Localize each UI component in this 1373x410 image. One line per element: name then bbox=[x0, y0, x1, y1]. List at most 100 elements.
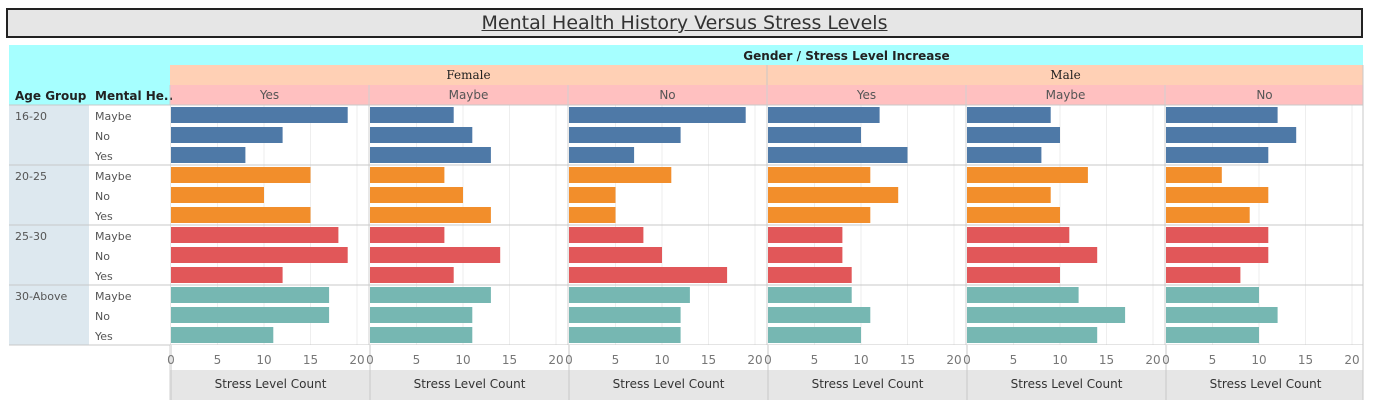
mental-history-label: Maybe bbox=[95, 170, 132, 183]
bar-male-maybe-30-above-no bbox=[967, 307, 1126, 323]
stress-label-no: No bbox=[659, 88, 675, 102]
bar-male-yes-25-30-yes bbox=[768, 267, 852, 283]
x-tick-label: 20 bbox=[548, 353, 563, 367]
bar-female-no-30-above-no bbox=[569, 307, 681, 323]
stress-label-yes: Yes bbox=[856, 88, 876, 102]
bar-female-maybe-25-30-maybe bbox=[370, 227, 445, 243]
bar-male-no-30-above-yes bbox=[1166, 327, 1259, 343]
bar-female-no-16-20-no bbox=[569, 127, 681, 143]
bar-female-yes-25-30-maybe bbox=[171, 227, 339, 243]
bar-male-maybe-20-25-yes bbox=[967, 207, 1060, 223]
bar-female-yes-30-above-yes bbox=[171, 327, 274, 343]
bar-male-maybe-30-above-maybe bbox=[967, 287, 1079, 303]
bar-male-yes-30-above-yes bbox=[768, 327, 861, 343]
bar-male-no-16-20-yes bbox=[1166, 147, 1269, 163]
bar-male-yes-30-above-maybe bbox=[768, 287, 852, 303]
x-tick-label: 0 bbox=[167, 353, 175, 367]
age-group-label: 16-20 bbox=[15, 110, 47, 123]
bar-male-maybe-16-20-no bbox=[967, 127, 1060, 143]
bar-female-maybe-16-20-no bbox=[370, 127, 473, 143]
bar-male-no-25-30-yes bbox=[1166, 267, 1241, 283]
x-tick-label: 5 bbox=[214, 353, 222, 367]
mental-history-label: No bbox=[95, 310, 110, 323]
x-tick-label: 20 bbox=[747, 353, 762, 367]
bar-male-yes-30-above-no bbox=[768, 307, 871, 323]
stress-label-yes: Yes bbox=[259, 88, 279, 102]
axis-title-band bbox=[170, 370, 1363, 400]
bar-male-no-20-25-yes bbox=[1166, 207, 1250, 223]
x-tick-label: 15 bbox=[701, 353, 716, 367]
bar-female-no-25-30-no bbox=[569, 247, 662, 263]
bar-male-maybe-20-25-maybe bbox=[967, 167, 1088, 183]
x-tick-label: 10 bbox=[256, 353, 271, 367]
bar-female-no-20-25-maybe bbox=[569, 167, 672, 183]
bar-female-yes-30-above-no bbox=[171, 307, 330, 323]
bar-female-maybe-30-above-maybe bbox=[370, 287, 491, 303]
stress-label-maybe: Maybe bbox=[1046, 88, 1086, 102]
chart-title-box: Mental Health History Versus Stress Leve… bbox=[6, 8, 1363, 38]
bar-female-maybe-16-20-yes bbox=[370, 147, 491, 163]
mental-history-label: Yes bbox=[94, 210, 113, 223]
bar-female-no-30-above-maybe bbox=[569, 287, 690, 303]
bar-female-maybe-20-25-yes bbox=[370, 207, 491, 223]
chart-title: Mental Health History Versus Stress Leve… bbox=[481, 12, 888, 34]
x-axis-title: Stress Level Count bbox=[1210, 377, 1322, 391]
bar-male-yes-25-30-no bbox=[768, 247, 843, 263]
x-tick-label: 20 bbox=[946, 353, 961, 367]
x-tick-label: 0 bbox=[1162, 353, 1170, 367]
x-tick-label: 20 bbox=[349, 353, 364, 367]
header-top-band bbox=[9, 45, 1363, 65]
age-group-label: 20-25 bbox=[15, 170, 47, 183]
x-tick-label: 0 bbox=[963, 353, 971, 367]
bar-male-no-25-30-maybe bbox=[1166, 227, 1269, 243]
bar-female-maybe-25-30-no bbox=[370, 247, 501, 263]
bar-male-maybe-25-30-maybe bbox=[967, 227, 1070, 243]
bar-male-no-30-above-maybe bbox=[1166, 287, 1259, 303]
mental-history-label: No bbox=[95, 190, 110, 203]
bar-male-yes-20-25-maybe bbox=[768, 167, 871, 183]
bar-male-maybe-30-above-yes bbox=[967, 327, 1098, 343]
bar-female-yes-16-20-no bbox=[171, 127, 283, 143]
x-tick-label: 5 bbox=[1209, 353, 1217, 367]
stress-label-maybe: Maybe bbox=[449, 88, 489, 102]
bar-female-no-20-25-no bbox=[569, 187, 616, 203]
mental-history-label: Yes bbox=[94, 150, 113, 163]
bar-male-maybe-20-25-no bbox=[967, 187, 1051, 203]
mental-history-label: Maybe bbox=[95, 230, 132, 243]
x-axis-title: Stress Level Count bbox=[812, 377, 924, 391]
bar-male-no-20-25-no bbox=[1166, 187, 1269, 203]
x-axis-title: Stress Level Count bbox=[613, 377, 725, 391]
x-tick-label: 5 bbox=[811, 353, 819, 367]
bar-female-no-16-20-yes bbox=[569, 147, 635, 163]
age-group-label: 30-Above bbox=[15, 290, 67, 303]
bar-female-maybe-20-25-no bbox=[370, 187, 463, 203]
bar-female-maybe-30-above-yes bbox=[370, 327, 473, 343]
x-tick-label: 15 bbox=[900, 353, 915, 367]
column-header-label: Gender / Stress Level Increase bbox=[743, 49, 949, 63]
bar-female-yes-20-25-no bbox=[171, 187, 264, 203]
x-tick-label: 0 bbox=[565, 353, 573, 367]
mental-history-label: Maybe bbox=[95, 110, 132, 123]
mental-history-label: Yes bbox=[94, 270, 113, 283]
bar-male-maybe-25-30-no bbox=[967, 247, 1098, 263]
bar-male-yes-16-20-maybe bbox=[768, 107, 880, 123]
bar-male-maybe-16-20-yes bbox=[967, 147, 1042, 163]
x-tick-label: 20 bbox=[1344, 353, 1359, 367]
bar-male-yes-16-20-no bbox=[768, 127, 861, 143]
bar-male-yes-25-30-maybe bbox=[768, 227, 843, 243]
bar-female-yes-30-above-maybe bbox=[171, 287, 330, 303]
bar-male-no-16-20-no bbox=[1166, 127, 1297, 143]
x-tick-label: 10 bbox=[853, 353, 868, 367]
mental-history-label: Maybe bbox=[95, 290, 132, 303]
x-tick-label: 10 bbox=[1052, 353, 1067, 367]
bar-female-no-25-30-maybe bbox=[569, 227, 644, 243]
bar-female-yes-16-20-maybe bbox=[171, 107, 348, 123]
x-tick-label: 15 bbox=[1099, 353, 1114, 367]
bar-female-yes-20-25-maybe bbox=[171, 167, 311, 183]
row-header-mental-history: Mental He.. bbox=[95, 89, 173, 103]
gender-label-male: Male bbox=[1050, 68, 1080, 82]
bar-male-yes-20-25-no bbox=[768, 187, 899, 203]
bar-female-yes-25-30-no bbox=[171, 247, 348, 263]
age-group-label: 25-30 bbox=[15, 230, 47, 243]
